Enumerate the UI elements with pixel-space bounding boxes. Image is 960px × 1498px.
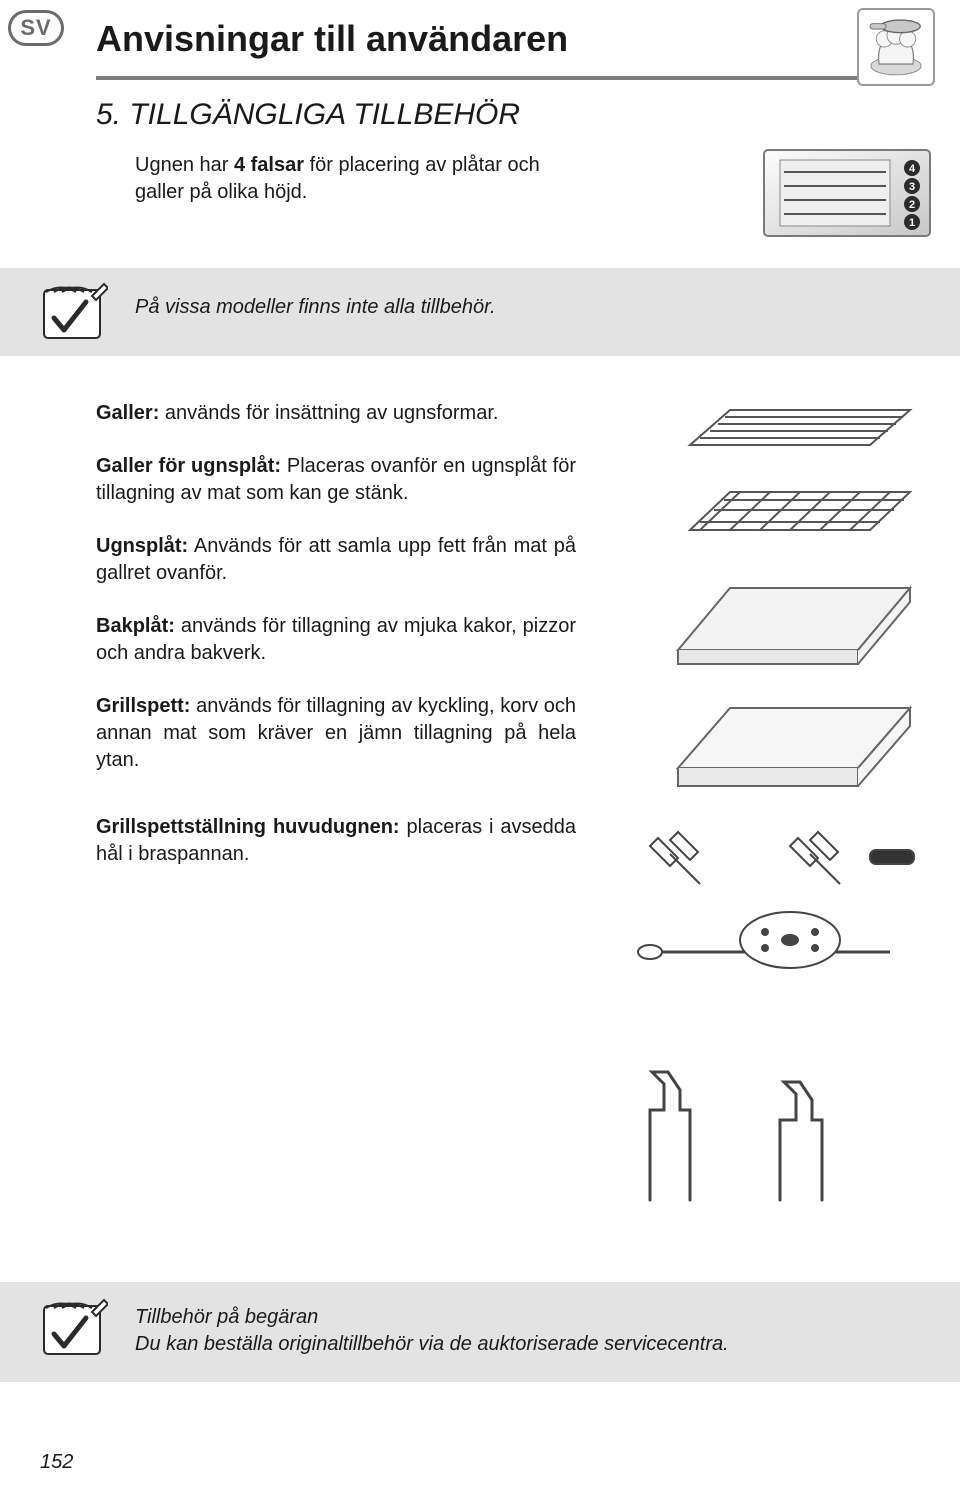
language-badge: SV — [8, 10, 64, 46]
tray-rack-icon — [670, 470, 920, 550]
page-title-bar: Anvisningar till användaren — [96, 18, 864, 80]
para-ugnsplat: Ugnsplåt: Används för att samla upp fett… — [96, 533, 576, 587]
page-number: 152 — [40, 1451, 73, 1474]
section-heading: 5. TILLGÄNGLIGA TILLBEHÖR — [96, 98, 520, 132]
para-galler: Galler: används för insättning av ugnsfo… — [96, 400, 576, 427]
para-bakplat: Bakplåt: används för tillagning av mjuka… — [96, 613, 576, 667]
svg-text:3: 3 — [909, 181, 915, 193]
note-2-title: Tillbehör på begäran — [135, 1306, 318, 1328]
rotisserie-icon — [630, 820, 920, 1010]
wire-rack-icon — [670, 390, 920, 460]
rotisserie-stand-icon — [630, 1050, 920, 1220]
baking-tray-icon — [660, 690, 920, 800]
para-galler-plat: Galler för ugnsplåt: Placeras ovanför en… — [96, 453, 576, 507]
language-code: SV — [20, 15, 51, 41]
para-stallning: Grillspettställning huvudugnen: placeras… — [96, 814, 576, 868]
intro-text-1: Ugnen har — [135, 154, 234, 176]
svg-text:4: 4 — [909, 163, 916, 175]
note-1-text: På vissa modeller finns inte alla tillbe… — [135, 296, 695, 319]
chef-hat-icon — [857, 8, 935, 86]
svg-text:1: 1 — [909, 217, 915, 229]
accessories-column: Galler: används för insättning av ugnsfo… — [96, 400, 576, 894]
oven-levels-illustration: 4 3 2 1 — [762, 148, 932, 238]
section-intro: Ugnen har 4 falsar för placering av plåt… — [135, 152, 565, 206]
page-title: Anvisningar till användaren — [96, 18, 568, 60]
drip-tray-icon — [660, 570, 920, 680]
note-2-text: Tillbehör på begäran Du kan beställa ori… — [135, 1304, 815, 1358]
note-2-body: Du kan beställa originaltillbehör via de… — [135, 1333, 729, 1355]
notepad-check-icon — [36, 278, 108, 344]
notepad-check-icon — [36, 1294, 108, 1360]
para-grillspett: Grillspett: används för tillagning av ky… — [96, 693, 576, 774]
svg-text:2: 2 — [909, 199, 915, 211]
intro-bold: 4 falsar — [234, 154, 304, 176]
